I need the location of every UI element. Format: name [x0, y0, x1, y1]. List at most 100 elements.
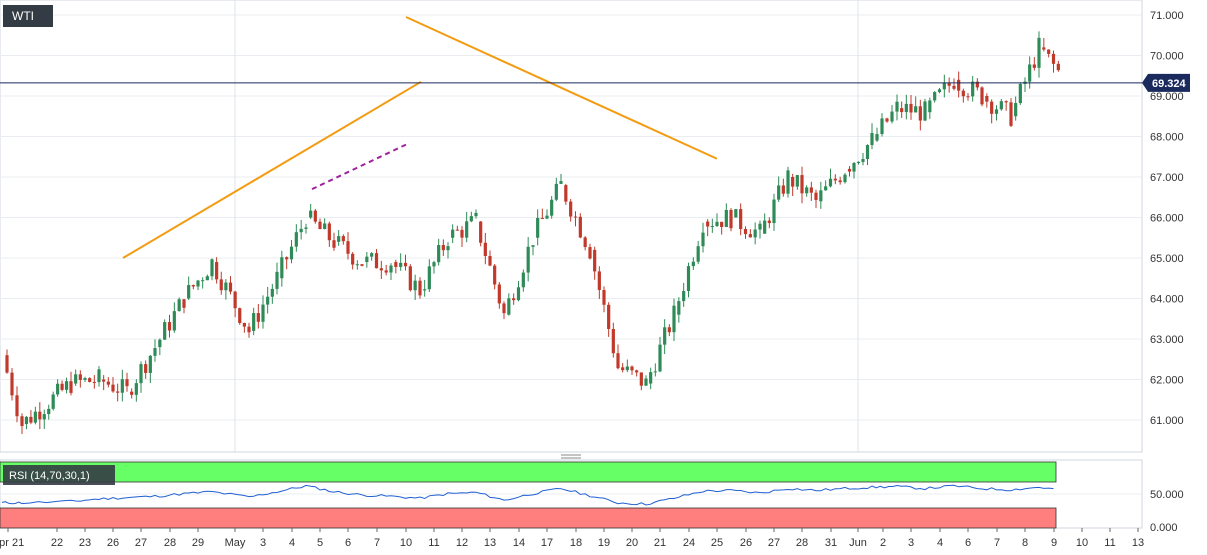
- candle-body: [5, 355, 9, 373]
- candle-body: [323, 223, 327, 230]
- candle-body: [163, 322, 167, 340]
- time-axis: Apr 21222326272829May3456710111213141718…: [0, 528, 1144, 549]
- candle-body: [937, 89, 942, 93]
- candle-body: [630, 366, 634, 371]
- panel-resize-handle[interactable]: [561, 454, 581, 459]
- rsi-axis: 50.000 0.000: [1150, 489, 1184, 534]
- candle-body: [564, 185, 568, 202]
- candle-body: [1047, 49, 1051, 54]
- candle-body: [1018, 83, 1022, 104]
- candle-body: [289, 246, 294, 260]
- candle-body: [990, 101, 994, 114]
- candle-body: [588, 247, 592, 259]
- candle-body: [607, 304, 611, 329]
- time-tick-label: 12: [456, 537, 468, 549]
- candle-body: [1042, 47, 1046, 50]
- time-tick-label: 27: [768, 537, 780, 549]
- candle-body: [1037, 37, 1041, 68]
- time-tick-label: 4: [937, 537, 943, 549]
- time-tick-label: 3: [908, 537, 914, 549]
- candle-body: [10, 372, 14, 396]
- price-tick-label: 67.000: [1150, 172, 1184, 184]
- candle-body: [38, 411, 42, 420]
- candle-body: [172, 311, 176, 331]
- candle-body: [933, 92, 937, 101]
- candle-body: [597, 271, 601, 290]
- candle-body: [205, 276, 209, 281]
- candle-body: [635, 370, 639, 373]
- candle-body: [24, 416, 29, 425]
- time-tick-label: 7: [374, 537, 380, 549]
- candle-body: [78, 374, 82, 380]
- time-tick-label: 7: [994, 537, 1000, 549]
- candle-body: [294, 232, 298, 247]
- candle-body: [1009, 102, 1013, 126]
- candle-body: [134, 383, 138, 395]
- candle-body: [865, 145, 870, 160]
- candle-body: [880, 118, 884, 135]
- candle-body: [980, 87, 984, 105]
- candle-body: [182, 299, 186, 308]
- rsi-badge: RSI (14,70,30,1): [3, 465, 115, 485]
- candle-body: [885, 118, 889, 122]
- candle-body: [521, 272, 525, 288]
- time-tick-label: 11: [1104, 537, 1115, 549]
- candle-body: [270, 288, 274, 297]
- candle-body: [843, 174, 847, 183]
- time-tick-label: 26: [107, 537, 119, 549]
- candle-body: [15, 395, 19, 417]
- candle-body: [256, 313, 260, 322]
- candle-body: [242, 322, 246, 327]
- candle-body: [460, 229, 464, 238]
- candle-body: [852, 163, 856, 172]
- candle-body: [120, 379, 124, 393]
- candle-body: [309, 210, 313, 218]
- time-tick-label: 21: [654, 537, 666, 549]
- candle-body: [649, 372, 653, 384]
- time-tick-label: 8: [1022, 537, 1028, 549]
- candle-body: [961, 90, 965, 97]
- candle-body: [861, 159, 865, 162]
- candle-body: [743, 228, 748, 235]
- candle-body: [266, 296, 270, 305]
- symbol-label: WTI: [12, 9, 34, 23]
- candle-body: [384, 270, 388, 273]
- time-tick-label: May: [225, 537, 246, 549]
- candle-body: [370, 253, 374, 257]
- candle-body: [507, 298, 511, 315]
- candle-body: [767, 220, 771, 224]
- candle-body: [828, 178, 833, 187]
- time-tick-label: 24: [683, 537, 695, 549]
- candle-body: [710, 225, 714, 227]
- rsi-overbought-zone: [0, 461, 1057, 483]
- candle-body: [672, 305, 676, 333]
- candle-body: [696, 246, 700, 262]
- candle-body: [64, 381, 69, 390]
- candle-body: [153, 348, 157, 356]
- price-tag-background: [1142, 73, 1190, 92]
- candle-body: [691, 261, 695, 267]
- candle-body: [403, 262, 408, 267]
- candle-body: [966, 96, 970, 98]
- candle-body: [809, 187, 813, 193]
- candle-body: [838, 180, 842, 183]
- candle-body: [238, 308, 242, 323]
- candle-body: [432, 262, 436, 267]
- candle-body: [51, 394, 55, 409]
- symbol-badge: WTI: [3, 5, 53, 27]
- candle-body: [389, 265, 393, 273]
- candle-body: [545, 215, 549, 219]
- time-tick-label: 17: [541, 537, 553, 549]
- candle-body: [327, 223, 331, 241]
- candle-body: [488, 256, 492, 266]
- candle-body: [130, 391, 134, 395]
- candle-body: [994, 109, 999, 114]
- candle-body: [753, 229, 757, 238]
- time-tick-label: 10: [400, 537, 412, 549]
- time-tick-label: 6: [965, 537, 971, 549]
- price-tick-label: 68.000: [1150, 132, 1184, 144]
- candle-body: [942, 82, 946, 90]
- price-tick-label: 70.000: [1150, 51, 1184, 63]
- rsi-panel: [0, 459, 1143, 529]
- price-tag-label: 69.324: [1152, 78, 1187, 90]
